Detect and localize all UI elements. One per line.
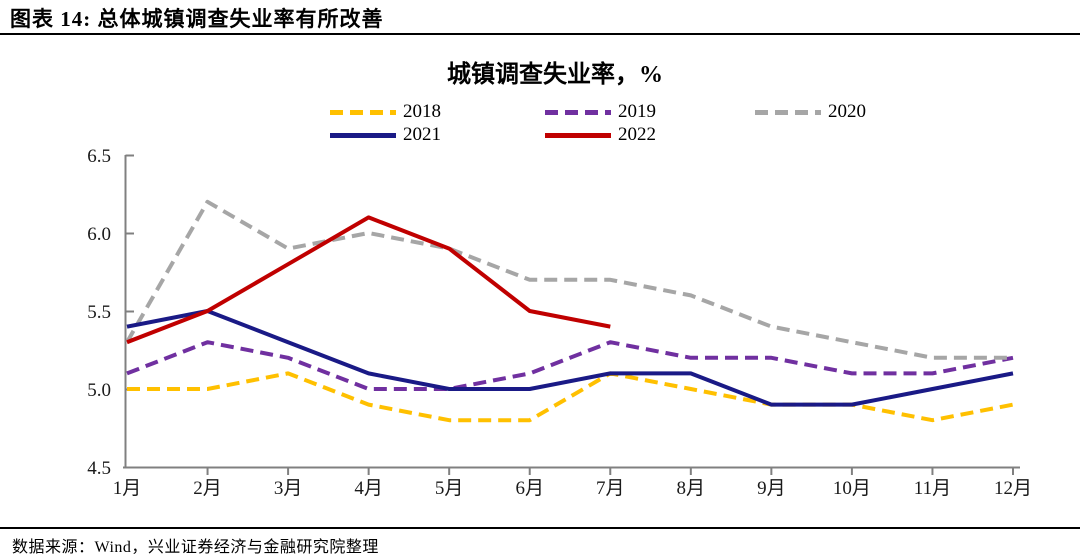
figure-title: 图表 14: 总体城镇调查失业率有所改善 (10, 7, 384, 31)
chart-title: 城镇调查失业率，% (447, 62, 663, 88)
y-tick-label: 5.5 (87, 302, 111, 323)
x-tick-label: 10月 (833, 478, 871, 499)
x-tick-label: 3月 (274, 478, 303, 499)
legend-item-2022: 2022 (545, 124, 656, 146)
legend-swatch-2020 (755, 109, 821, 115)
y-tick-label: 6.5 (87, 146, 111, 167)
x-tick-label: 5月 (435, 478, 464, 499)
legend-label: 2019 (618, 101, 656, 122)
x-tick-label: 11月 (914, 478, 951, 499)
footer-rule (0, 527, 1080, 529)
x-tick-label: 2月 (193, 478, 222, 499)
series-line-2018 (127, 371, 1014, 423)
legend-label: 2022 (618, 124, 656, 145)
line-chart: 6.5 6.0 5.5 5.0 4.51月 2月 3月 4月 5月 6月 7月 8月 9月 10月 11月 1… (87, 146, 1032, 499)
y-tick-label: 4.5 (87, 458, 111, 479)
legend-item-2020: 2020 (755, 101, 866, 123)
legend-item-2021: 2021 (330, 124, 441, 146)
legend-swatch-2021 (330, 132, 396, 138)
header-rule (0, 33, 1080, 35)
legend-item-2019: 2019 (545, 101, 656, 123)
series-line-2020 (125, 199, 1013, 360)
x-tick-label: 12月 (994, 478, 1032, 499)
legend-label: 2021 (403, 124, 441, 145)
legend-label: 2020 (828, 101, 866, 122)
source-note: 数据来源：Wind，兴业证券经济与金融研究院整理 (12, 539, 379, 556)
legend-swatch-2019 (545, 109, 611, 115)
y-tick-label: 6.0 (87, 224, 111, 245)
legend-label: 2018 (403, 101, 441, 122)
x-tick-label: 7月 (596, 478, 625, 499)
series-line-2022 (126, 215, 611, 345)
legend-item-2018: 2018 (330, 101, 441, 123)
x-tick-label: 8月 (677, 478, 706, 499)
series-line-2021 (126, 309, 1014, 407)
series-line-2019 (126, 340, 1014, 391)
legend-swatch-2022 (545, 132, 611, 138)
x-tick-label: 1月 (113, 478, 142, 499)
x-tick-label: 4月 (354, 478, 383, 499)
y-tick-label: 5.0 (87, 380, 111, 401)
legend-swatch-2018 (330, 109, 396, 115)
x-tick-label: 9月 (757, 478, 786, 499)
x-tick-label: 6月 (515, 478, 544, 499)
